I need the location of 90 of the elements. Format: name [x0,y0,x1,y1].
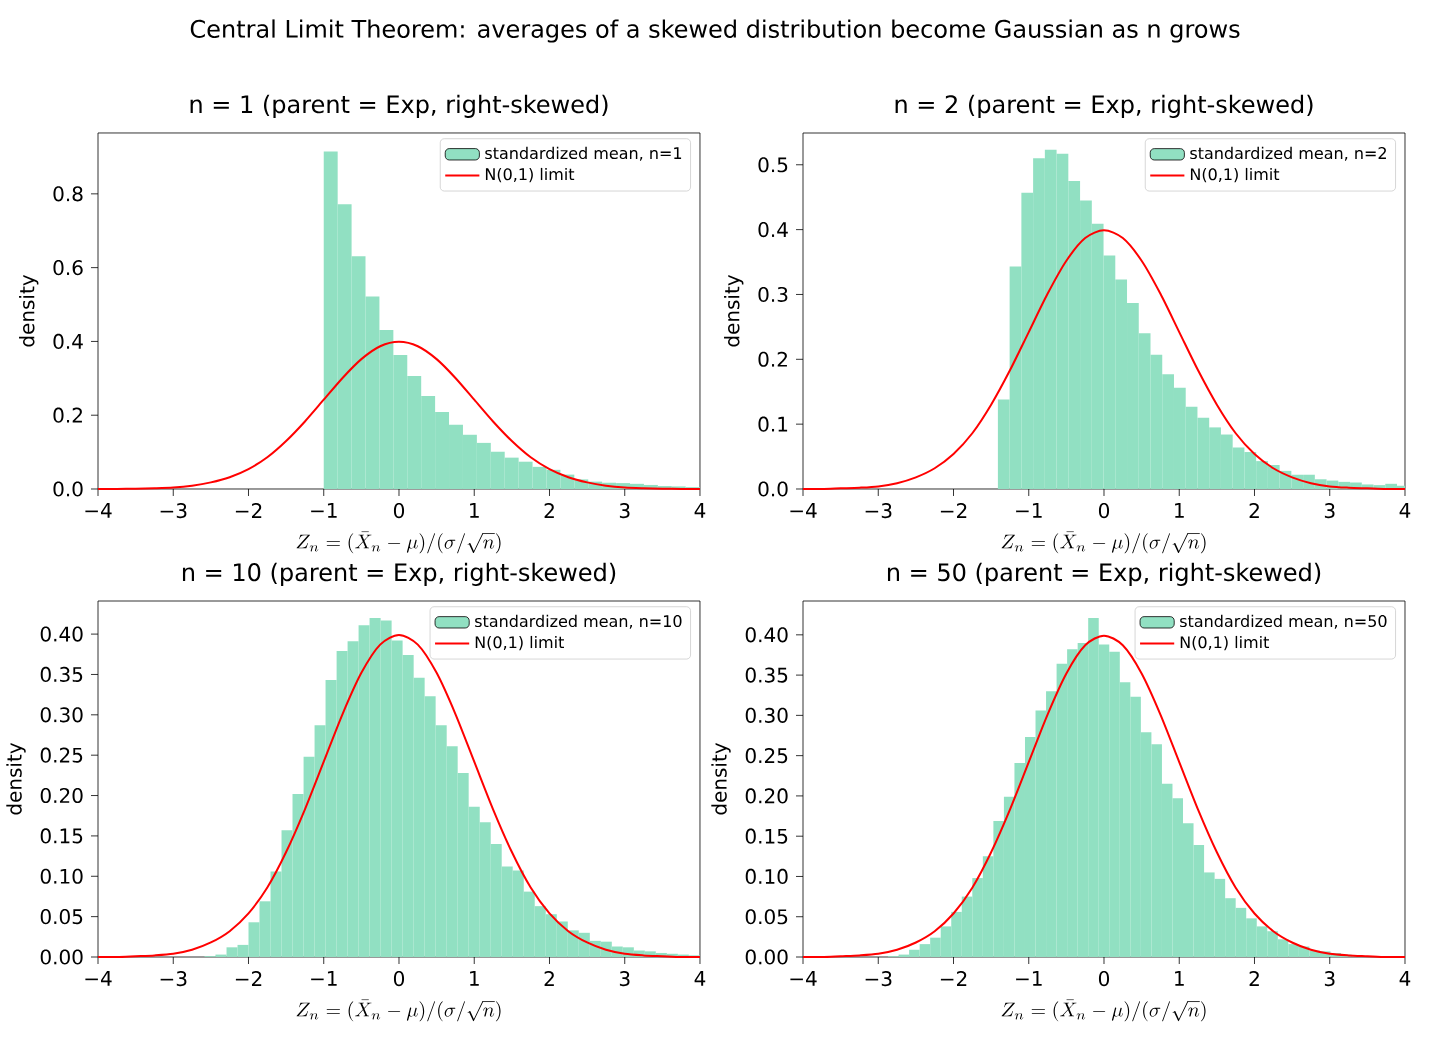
y-tick-label: 0.05 [745,909,788,925]
x-tick-label: 2 [544,971,554,986]
y-tick-label: 0.0 [53,481,83,497]
legend-label: N(0,1) limit [1190,167,1280,183]
x-tick-label: −3 [160,503,187,519]
y-tick-label: 0.10 [40,868,83,884]
text: Central Limit Theorem: averages of a skewed distribution become Gaussian as n grows [190,19,1240,43]
legend-label: N(0,1) limit [485,167,575,183]
chart-title: n = 1 (parent = Exp, right-skewed) [190,94,608,118]
x-tick-label: −1 [311,503,337,518]
x-tick-label: 0 [1098,503,1110,519]
y-tick-label: 0.00 [745,949,788,965]
legend-label: N(0,1) limit [475,635,564,651]
line-series [802,229,1406,491]
x-tick-label: −4 [790,503,817,518]
x-tick-label: −2 [940,503,967,518]
x-tick-label: 0 [393,503,405,519]
line-series [97,633,701,959]
y-tick-label: 0.35 [40,666,83,683]
y-tick-label: 0.3 [758,286,788,303]
x-tick-label: −3 [865,971,892,987]
chart-title: n = 50 (parent = Exp, right-skewed) [887,562,1321,586]
x-tick-label: 3 [1324,503,1335,519]
y-tick-label: 0.20 [40,787,83,804]
x-tick-label: 3 [619,503,630,519]
y-tick-label: 0.35 [745,667,788,683]
y-tick-label: 0.25 [40,747,83,763]
x-tick-label: −4 [790,971,817,986]
line-series [97,340,701,491]
x-tick-label: 4 [694,503,706,518]
y-tick-label: 0.00 [40,949,83,965]
y-tick-label: 0.4 [53,333,83,349]
x-tick-label: 0 [1098,971,1110,987]
y-tick-label: 0.5 [758,157,788,173]
line-series [802,634,1406,959]
y-tick-label: 0.40 [745,627,788,643]
x-tick-label: 4 [1399,971,1411,986]
legend-label: standardized mean, n=1 [485,146,682,161]
y-axis-title: density [19,274,39,347]
x-tick-label: 1 [470,971,479,986]
y-axis-title: density [724,274,744,347]
legend-label: N(0,1) limit [1180,635,1269,651]
x-tick-label: −2 [235,971,262,986]
y-tick-label: 0.1 [758,416,788,432]
x-tick-label: −1 [1016,503,1042,518]
y-tick-label: 0.30 [745,707,788,723]
legend-label: standardized mean, n=10 [475,614,682,629]
y-tick-label: 0.40 [40,626,83,642]
x-tick-label: −3 [865,503,892,519]
chart-title: n = 10 (parent = Exp, right-skewed) [182,562,616,586]
y-tick-label: 0.0 [758,481,788,497]
legend-label: standardized mean, n=2 [1190,146,1386,161]
x-tick-label: −4 [85,971,112,986]
y-tick-label: 0.30 [40,707,83,723]
chart-title: n = 2 (parent = Exp, right-skewed) [895,94,1313,118]
x-tick-label: 2 [1249,971,1259,986]
y-tick-label: 0.05 [40,909,83,925]
y-tick-label: 0.10 [745,868,788,885]
y-tick-label: 0.2 [758,351,787,367]
x-tick-label: 2 [1249,503,1259,518]
y-axis-title: density [6,742,26,815]
x-tick-label: 4 [694,971,706,986]
x-axis-title: $Z_n = (\bar{X}_n - \mu)/(\sigma/\sqrt{n})$ [296,531,501,554]
x-tick-label: −2 [235,503,262,518]
y-tick-label: 0.20 [745,788,788,804]
y-tick-label: 0.15 [745,828,788,844]
x-axis-title: $Z_n = (\bar{X}_n - \mu)/(\sigma/\sqrt{n})$ [1001,999,1206,1022]
y-tick-label: 0.6 [53,260,83,276]
x-tick-label: −3 [160,971,187,987]
x-tick-label: 3 [1324,971,1335,987]
x-tick-label: −1 [1016,971,1042,986]
x-tick-label: 0 [393,971,405,987]
y-tick-label: 0.25 [745,748,788,764]
x-tick-label: −4 [85,503,112,518]
x-tick-label: 2 [544,503,554,518]
x-tick-label: −2 [940,971,967,986]
x-axis-title: $Z_n = (\bar{X}_n - \mu)/(\sigma/\sqrt{n})$ [296,999,501,1022]
x-tick-label: 3 [619,971,630,987]
legend-label: standardized mean, n=50 [1180,614,1387,629]
x-tick-label: −1 [311,971,337,986]
y-tick-label: 0.2 [53,407,82,423]
x-axis-title: $Z_n = (\bar{X}_n - \mu)/(\sigma/\sqrt{n})$ [1001,531,1206,554]
x-tick-label: 1 [1175,971,1184,986]
x-tick-label: 1 [470,503,479,518]
x-tick-label: 1 [1175,503,1184,518]
y-tick-label: 0.4 [758,222,788,238]
y-axis-title: density [711,742,731,815]
x-tick-label: 4 [1399,503,1411,518]
y-tick-label: 0.8 [53,186,83,202]
y-tick-label: 0.15 [40,828,83,844]
